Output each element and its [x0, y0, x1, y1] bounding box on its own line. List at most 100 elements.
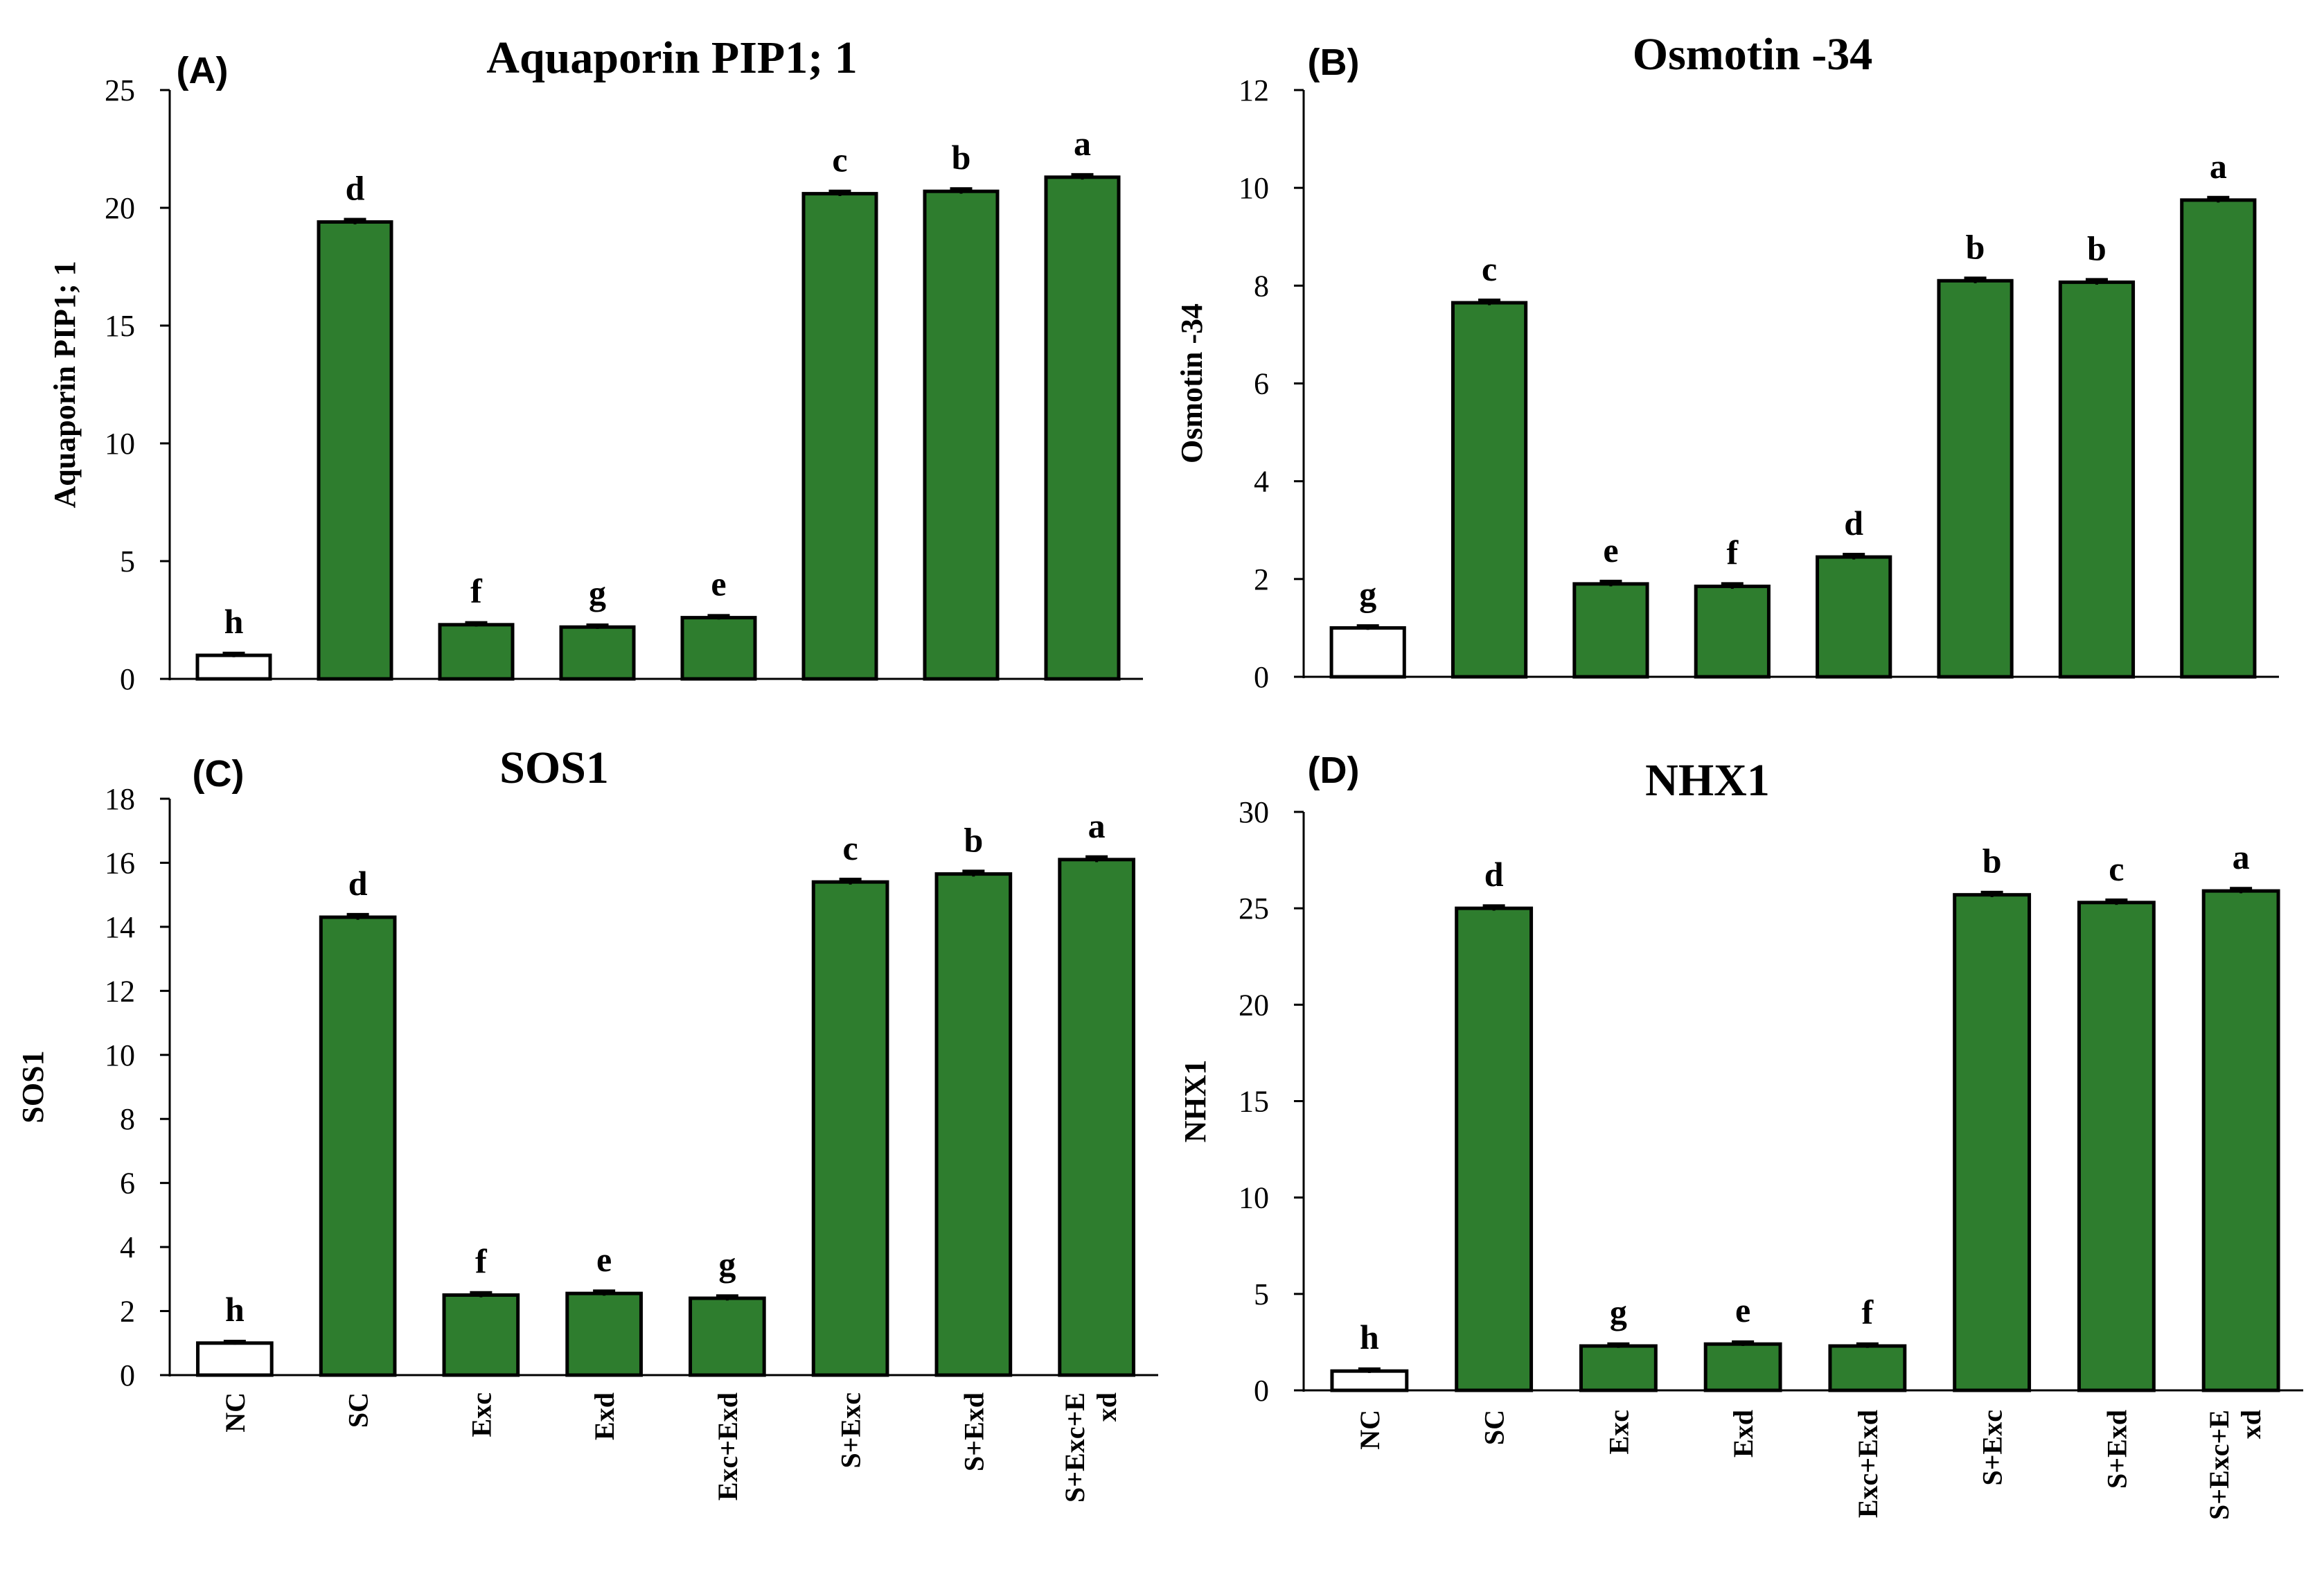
bar-4	[559, 625, 636, 681]
x-category-label: Exd	[1728, 1410, 1759, 1458]
bar-7	[934, 872, 1013, 1377]
y-tick-label: 5	[120, 544, 135, 578]
bar-2	[319, 915, 397, 1377]
significance-label: b	[1983, 842, 2002, 880]
x-category-label: S+Exc	[835, 1392, 867, 1468]
bar-4	[565, 1291, 643, 1377]
bar-6	[801, 192, 878, 681]
bar-5	[689, 1296, 766, 1377]
bar-5	[1828, 1344, 1907, 1392]
x-category-label: S+Exd	[958, 1392, 989, 1471]
y-tick-label: 15	[1239, 1085, 1269, 1119]
y-tick-label: 10	[105, 427, 135, 461]
y-tick-label: 0	[120, 1358, 135, 1392]
bar-1	[1330, 1369, 1409, 1392]
y-tick-label: 10	[1239, 1181, 1269, 1215]
y-tick-label: 18	[105, 782, 135, 816]
bar-8	[1058, 858, 1135, 1377]
y-tick-label: 10	[105, 1038, 135, 1072]
y-axis-title: SOS1	[16, 1050, 50, 1123]
y-tick-label: 2	[1254, 563, 1269, 596]
chart-title: Aquaporin PIP1; 1	[486, 33, 857, 83]
y-tick-label: 6	[120, 1167, 135, 1201]
y-tick-label: 10	[1239, 171, 1269, 205]
y-tick-label: 25	[105, 73, 135, 107]
significance-label: b	[2087, 229, 2106, 267]
x-category-label: S+Exc+Exd	[2203, 1410, 2267, 1520]
y-tick-label: 20	[105, 191, 135, 225]
significance-label: c	[2109, 849, 2124, 888]
bar-1	[196, 1341, 274, 1377]
significance-label: d	[348, 864, 368, 903]
y-tick-label: 8	[1254, 269, 1269, 303]
bar-3	[1579, 1344, 1658, 1392]
significance-label: f	[470, 572, 483, 610]
panel-letter: (C)	[193, 753, 245, 795]
significance-label: f	[475, 1241, 488, 1280]
bar-3	[442, 1293, 520, 1377]
x-category-label: S+Exd	[2101, 1410, 2132, 1489]
panel-letter: (B)	[1308, 42, 1360, 83]
bar-4	[1694, 584, 1771, 679]
x-category-label: SC	[1479, 1410, 1510, 1445]
y-axis-title: NHX1	[1178, 1060, 1212, 1143]
bar-8	[2180, 198, 2257, 679]
significance-label: h	[1360, 1318, 1379, 1356]
y-tick-label: 15	[105, 309, 135, 343]
significance-label: a	[1074, 124, 1091, 163]
bar-7	[923, 189, 1000, 681]
y-tick-label: 6	[1254, 367, 1269, 401]
bar-6	[811, 880, 889, 1377]
chart-title: NHX1	[1645, 755, 1770, 806]
y-tick-label: 30	[1239, 795, 1269, 829]
chart-title: Osmotin -34	[1633, 29, 1873, 80]
bar-1	[1329, 626, 1406, 679]
significance-label: c	[1482, 249, 1497, 288]
significance-label: e	[1603, 531, 1618, 569]
y-tick-label: 16	[105, 846, 135, 880]
bar-3	[438, 623, 515, 681]
bar-7	[2077, 901, 2156, 1392]
x-category-label: NC	[220, 1392, 251, 1433]
panel-letter: (D)	[1308, 750, 1360, 791]
y-tick-label: 2	[120, 1295, 135, 1329]
bar-6	[1953, 893, 2032, 1392]
bar-5	[680, 616, 757, 681]
significance-label: e	[1735, 1291, 1750, 1329]
y-tick-label: 20	[1239, 988, 1269, 1022]
significance-label: d	[346, 168, 365, 207]
x-category-label: SC	[343, 1392, 374, 1428]
bar-8	[1044, 175, 1121, 681]
y-tick-label: 25	[1239, 892, 1269, 926]
y-tick-label: 12	[105, 974, 135, 1008]
y-tick-label: 0	[1254, 1374, 1269, 1408]
bar-3	[1572, 582, 1649, 679]
significance-label: b	[1966, 227, 1985, 266]
chart-panel-1: (A) Aquaporin PIP1; 1 Aquaporin PIP1; 1 0 5 1…	[48, 33, 1143, 696]
x-category-label: Exc+Exd	[1852, 1410, 1883, 1518]
bar-5	[1816, 555, 1892, 679]
significance-label: c	[832, 141, 847, 179]
bar-2	[1451, 301, 1528, 679]
significance-label: b	[964, 821, 983, 860]
y-tick-label: 0	[1254, 660, 1269, 694]
x-category-label: Exc	[1603, 1410, 1634, 1454]
bar-7	[2058, 280, 2136, 679]
bar-8	[2201, 889, 2280, 1392]
significance-label: e	[711, 565, 726, 603]
significance-label: c	[843, 829, 858, 867]
significance-label: a	[2233, 838, 2250, 876]
x-category-label: Exc	[465, 1392, 497, 1437]
chart-title: SOS1	[499, 743, 609, 793]
significance-label: g	[1359, 574, 1376, 613]
x-category-label: Exc+Exd	[712, 1392, 743, 1500]
bar-2	[317, 220, 393, 681]
significance-label: b	[952, 138, 971, 177]
significance-label: h	[224, 602, 244, 641]
panel-letter: (A)	[177, 50, 229, 91]
significance-label: g	[589, 574, 606, 612]
chart-panel-3: (C) SOS1 SOS1 0 2 4 6 8 10 12 14 16 18 h NC d SC f Exc e Exd…	[16, 743, 1158, 1503]
significance-label: a	[2210, 147, 2227, 186]
bar-4	[1703, 1342, 1782, 1392]
